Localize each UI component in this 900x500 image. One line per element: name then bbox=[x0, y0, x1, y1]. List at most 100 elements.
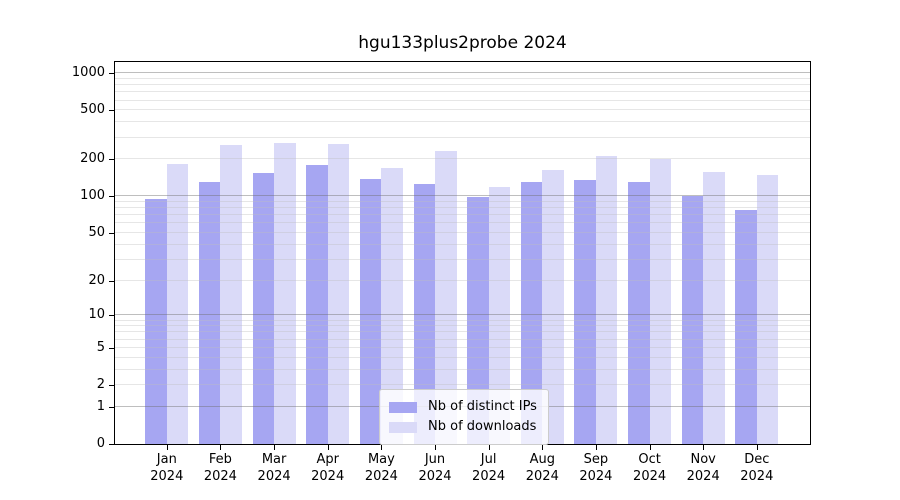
xtick-month: Feb bbox=[208, 452, 232, 467]
legend-swatch-ips bbox=[389, 401, 417, 413]
ytick-mark-2 bbox=[109, 385, 114, 387]
xtick-year: 2024 bbox=[633, 469, 667, 484]
xtick-mark-jul bbox=[488, 444, 490, 450]
gridline-minor-20 bbox=[115, 279, 810, 281]
bar-ips-feb bbox=[198, 182, 221, 444]
bar-ips-jun bbox=[413, 184, 435, 444]
gridline-major-100 bbox=[115, 195, 810, 197]
ytick-label-20: 20 bbox=[88, 272, 105, 288]
xtick-mark-nov bbox=[703, 444, 705, 450]
xtick-month: May bbox=[367, 452, 395, 467]
xtick-year: 2024 bbox=[418, 469, 452, 484]
xtick-label-jan: Jan 2024 bbox=[139, 451, 195, 485]
gridline-minor-60 bbox=[115, 222, 810, 224]
xtick-mark-oct bbox=[649, 444, 651, 450]
xtick-mark-sep bbox=[595, 444, 597, 450]
gridline-minor-7 bbox=[115, 331, 810, 333]
xtick-label-may: May 2024 bbox=[353, 451, 409, 485]
gridline-minor-70 bbox=[115, 214, 810, 216]
xtick-mark-aug bbox=[542, 444, 544, 450]
ytick-label-50: 50 bbox=[88, 225, 105, 240]
gridline-minor-50 bbox=[115, 232, 810, 233]
bar-ips-dec bbox=[735, 209, 757, 444]
ytick-label-200: 200 bbox=[80, 151, 105, 167]
xtick-label-sep: Sep 2024 bbox=[568, 451, 624, 485]
bar-ips-mar bbox=[252, 173, 275, 444]
legend-item-downloads: Nb of downloads bbox=[389, 417, 537, 437]
xtick-year: 2024 bbox=[203, 469, 237, 484]
xtick-month: Sep bbox=[583, 452, 609, 467]
xtick-mark-jun bbox=[435, 444, 436, 450]
xtick-month: Jan bbox=[156, 452, 177, 467]
xtick-mark-feb bbox=[220, 444, 222, 450]
ytick-mark-200 bbox=[109, 159, 114, 161]
bar-ips-may bbox=[359, 179, 382, 444]
xtick-mark-jan bbox=[166, 444, 168, 450]
bar-ips-apr bbox=[306, 165, 328, 444]
ytick-label-5: 5 bbox=[96, 339, 105, 355]
gridline-major-1000 bbox=[115, 72, 810, 74]
ytick-mark-10 bbox=[109, 315, 114, 317]
xtick-month: Apr bbox=[316, 452, 339, 467]
gridline-minor-80 bbox=[115, 207, 810, 209]
gridline-minor-9 bbox=[115, 319, 810, 321]
ytick-mark-50 bbox=[109, 233, 114, 234]
xtick-mark-dec bbox=[756, 444, 758, 450]
xtick-year: 2024 bbox=[740, 469, 774, 484]
xtick-label-feb: Feb 2024 bbox=[192, 451, 248, 485]
legend: Nb of distinct IPs Nb of downloads bbox=[379, 389, 549, 445]
bar-downloads-nov bbox=[703, 171, 725, 444]
ytick-mark-5 bbox=[109, 347, 114, 349]
bar-downloads-oct bbox=[649, 159, 672, 444]
xtick-label-jul: Jul 2024 bbox=[461, 451, 517, 485]
plot-area: Nb of distinct IPs Nb of downloads 0 1 2 5 1… bbox=[72, 61, 811, 484]
xtick-year: 2024 bbox=[311, 469, 345, 484]
bar-downloads-jun bbox=[435, 151, 457, 444]
xtick-year: 2024 bbox=[257, 469, 291, 484]
bar-downloads-apr bbox=[327, 144, 350, 444]
xtick-year: 2024 bbox=[579, 469, 613, 484]
xtick-label-aug: Aug 2024 bbox=[514, 451, 570, 485]
gridline-minor-40 bbox=[115, 243, 810, 245]
bar-downloads-dec bbox=[756, 175, 779, 444]
xtick-mark-may bbox=[381, 444, 383, 450]
xtick-label-oct: Oct 2024 bbox=[622, 451, 678, 485]
ytick-label-10: 10 bbox=[88, 307, 105, 323]
ytick-mark-20 bbox=[109, 280, 114, 282]
ytick-label-1000: 1000 bbox=[71, 65, 105, 81]
gridline-major-10 bbox=[115, 314, 810, 316]
bar-ips-nov bbox=[681, 196, 704, 444]
xtick-label-dec: Dec 2024 bbox=[729, 451, 785, 485]
gridline-minor-200 bbox=[115, 158, 810, 160]
bar-ips-oct bbox=[628, 182, 650, 444]
xtick-year: 2024 bbox=[525, 469, 559, 484]
gridline-minor-500 bbox=[115, 109, 810, 111]
xtick-label-jun: Jun 2024 bbox=[407, 451, 463, 485]
xtick-label-apr: Apr 2024 bbox=[300, 451, 356, 485]
xtick-year: 2024 bbox=[472, 469, 506, 484]
legend-swatch-downloads bbox=[389, 421, 417, 433]
ytick-mark-500 bbox=[109, 110, 114, 112]
bar-ips-jul bbox=[467, 197, 489, 444]
legend-item-distinct-ips: Nb of distinct IPs bbox=[389, 397, 537, 417]
bar-downloads-may bbox=[381, 167, 403, 444]
xtick-month: Aug bbox=[529, 452, 555, 467]
ytick-label-100: 100 bbox=[80, 188, 105, 204]
bar-ips-sep bbox=[574, 180, 596, 444]
chart-title: hgu133plus2probe 2024 bbox=[358, 33, 567, 53]
gridline-minor-4 bbox=[115, 356, 810, 358]
bar-ips-jan bbox=[145, 198, 167, 444]
legend-label-ips: Nb of distinct IPs bbox=[428, 399, 537, 414]
xtick-month: Jul bbox=[480, 452, 497, 467]
ytick-mark-100 bbox=[109, 196, 114, 198]
gridline-minor-6 bbox=[115, 338, 810, 340]
xtick-month: Oct bbox=[638, 452, 661, 467]
xtick-month: Mar bbox=[261, 452, 287, 467]
xtick-year: 2024 bbox=[686, 469, 720, 484]
xtick-label-mar: Mar 2024 bbox=[246, 451, 302, 485]
gridline-minor-90 bbox=[115, 201, 810, 202]
gridline-minor-800 bbox=[115, 84, 810, 86]
xtick-mark-apr bbox=[327, 444, 329, 450]
legend-label-downloads: Nb of downloads bbox=[428, 419, 537, 434]
